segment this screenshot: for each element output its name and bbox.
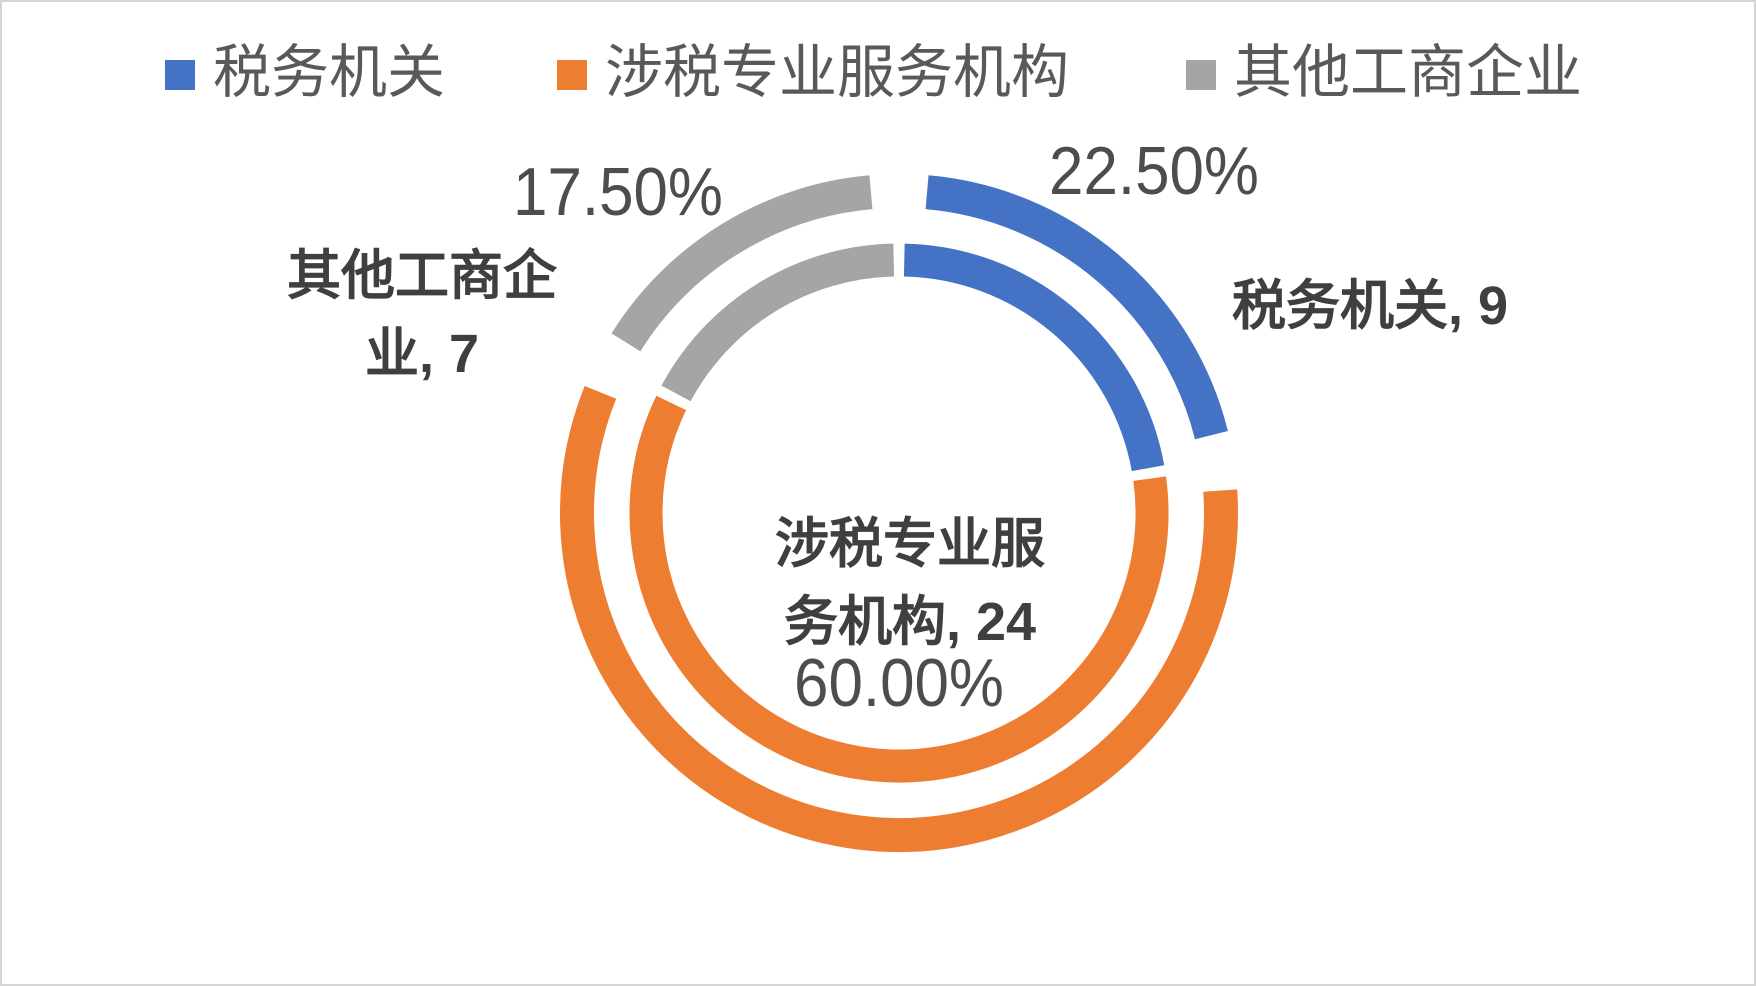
inner-ring-slice-1[interactable] — [629, 395, 1169, 783]
legend-item-other-enterprises[interactable]: 其他工商企业 — [1186, 38, 1582, 108]
legend-label: 其他工商企业 — [1234, 40, 1583, 105]
legend-item-tax-authority[interactable]: 税务机关 — [165, 38, 445, 108]
legend-swatch-gray-icon — [1186, 60, 1216, 90]
legend-label: 税务机关 — [213, 40, 446, 105]
data-label-other-enterprises: 其他工商企 业, 7 — [287, 238, 557, 394]
inner-ring-slice-2[interactable] — [661, 243, 895, 402]
data-label-line: 涉税专业服 — [775, 514, 1045, 574]
data-label-percent-tax-service-agency: 60.00% — [794, 645, 1004, 721]
outer-ring-slice-2[interactable] — [611, 175, 873, 352]
data-label-line: 其他工商企 — [287, 246, 557, 306]
data-label-line: 务机构, 24 — [783, 591, 1037, 652]
data-label-tax-service-agency: 涉税专业服 务机构, 24 — [775, 506, 1045, 662]
legend-item-tax-service-agency[interactable]: 涉税专业服务机构 — [557, 38, 1069, 108]
data-label-line: 税务机关, 9 — [1232, 276, 1509, 336]
data-label-tax-authority: 税务机关, 9 — [1232, 268, 1508, 346]
legend-swatch-blue-icon — [165, 60, 195, 90]
inner-ring-slice-0[interactable] — [903, 243, 1165, 472]
data-label-percent-tax-authority: 22.50% — [1049, 133, 1259, 209]
data-label-percent-other-enterprises: 17.50% — [513, 154, 723, 230]
chart-legend: 税务机关 涉税专业服务机构 其他工商企业 — [2, 2, 1754, 122]
data-label-line: 业, 7 — [364, 323, 480, 384]
outer-ring-slice-1[interactable] — [560, 386, 1238, 852]
legend-label: 涉税专业服务机构 — [605, 40, 1070, 105]
legend-swatch-orange-icon — [557, 60, 587, 90]
outer-ring-slice-0[interactable] — [925, 175, 1228, 440]
